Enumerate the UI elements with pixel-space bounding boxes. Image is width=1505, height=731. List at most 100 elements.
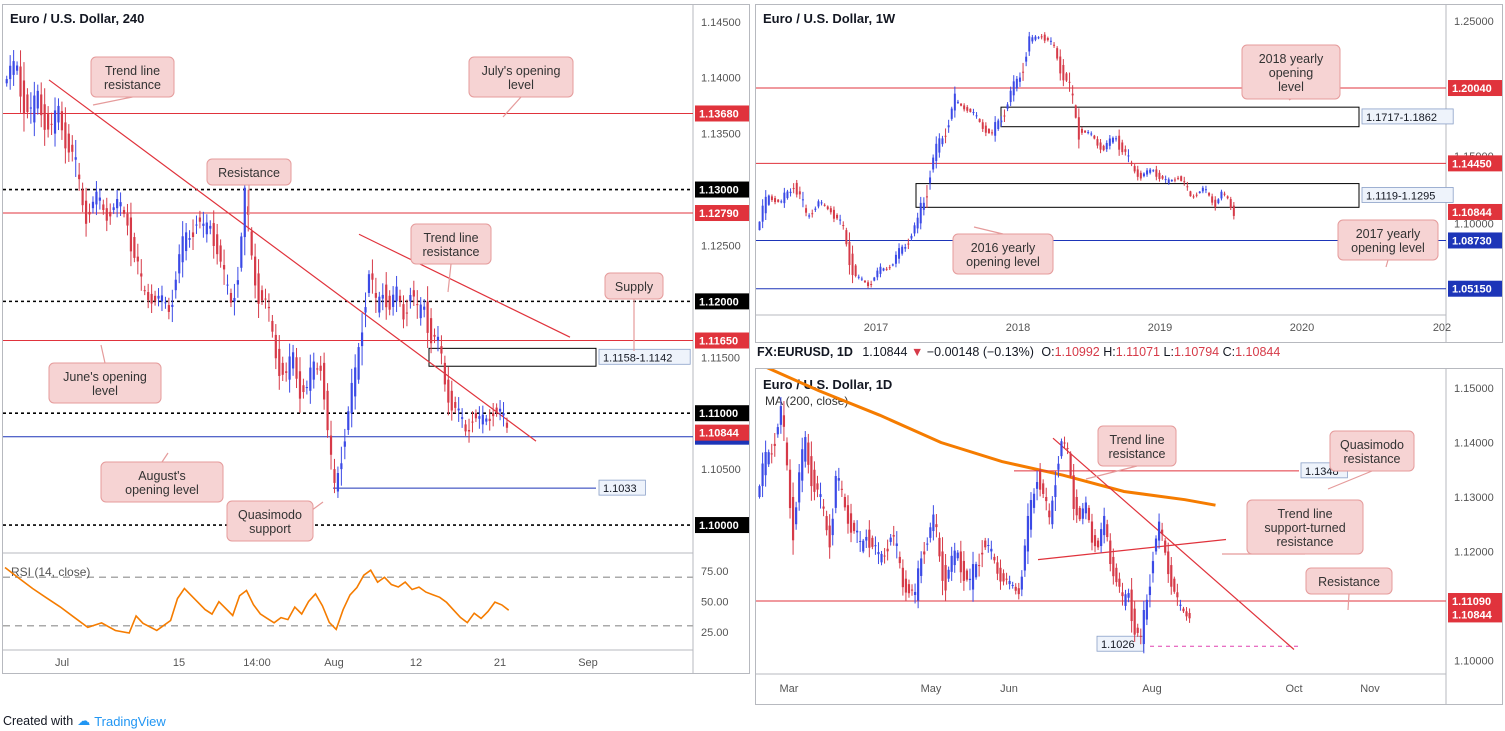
- w-candle: [1121, 142, 1124, 153]
- d-candle: [926, 543, 929, 545]
- w-callout-2017-opening: opening level: [1351, 241, 1425, 255]
- w-candle: [1090, 133, 1093, 135]
- h4-level-tag: 1.12790: [699, 208, 739, 220]
- h4-xtick: 14:00: [243, 657, 271, 669]
- h4-candle: [91, 201, 95, 209]
- h4-callout-trendline-resistance-2: resistance: [423, 245, 480, 259]
- d-candle: [913, 591, 917, 596]
- d-callout-trendline-resistance-box: [1097, 425, 1177, 467]
- h4-candle: [147, 292, 150, 300]
- h4-candle: [202, 223, 205, 226]
- w-candle: [966, 107, 969, 111]
- h4-candle: [88, 211, 91, 215]
- w-candle: [947, 125, 950, 128]
- h4-candle: [143, 290, 146, 292]
- d-candle: [920, 558, 923, 576]
- h4-candle: [498, 408, 502, 412]
- h4-callout-trendline-resistance-2: Trend line: [423, 231, 478, 245]
- w-level-tag-bg: [1448, 232, 1502, 249]
- tradingview-logo-icon[interactable]: ☁: [77, 713, 91, 728]
- w-candle: [991, 132, 994, 134]
- h4-candle: [333, 469, 336, 483]
- h4-candle: [60, 111, 64, 131]
- h4-callout-supply: Supply: [615, 280, 654, 294]
- w-callout-2018-opening-box: [1241, 44, 1341, 100]
- w-candle: [1062, 64, 1065, 81]
- w-zone-label-bg: [1361, 108, 1454, 125]
- d-xtick: Aug: [1142, 683, 1162, 695]
- w-candle: [764, 196, 767, 214]
- tradingview-brand[interactable]: TradingView: [94, 713, 166, 729]
- h4-callout-trendline-resistance: Trend line: [105, 64, 160, 78]
- h4-candle: [129, 217, 133, 252]
- h4-candle: [140, 273, 143, 277]
- d-candle: [1161, 529, 1164, 535]
- w-callout-2016-opening: opening level: [966, 255, 1040, 269]
- d-callout-quasimodo-resistance: Quasimodo: [1340, 438, 1404, 452]
- w-candle: [960, 103, 963, 106]
- weekly-chart-panel[interactable]: Euro / U.S. Dollar, 1W 1.250001.200001.1…: [755, 4, 1503, 343]
- w-callout-2016-opening: 2016 yearly: [971, 241, 1036, 255]
- h4-marker-label-bg: [598, 479, 646, 496]
- h4-candle: [95, 191, 98, 205]
- w-candle: [1223, 193, 1226, 195]
- d-candle: [1145, 599, 1148, 620]
- h4-xtick: Jul: [55, 657, 69, 669]
- h4-candle: [298, 371, 302, 399]
- w-xtick: 2019: [1148, 322, 1172, 334]
- d-candle: [1185, 611, 1188, 617]
- created-with-label: Created with: [3, 714, 74, 728]
- h4-callout-july-opening: level: [508, 78, 534, 92]
- d-candle: [1060, 441, 1063, 457]
- h4-chart-canvas[interactable]: 1.14500 1.14000 1.13500 1.13000 1.12500 1.120…: [3, 5, 749, 673]
- d-candle: [1118, 578, 1121, 587]
- h4-candle: [440, 346, 443, 354]
- w-candle: [867, 282, 870, 287]
- h4-candle: [219, 245, 222, 262]
- w-current-tag: 1.10844: [1452, 207, 1493, 219]
- d-candle: [938, 537, 941, 557]
- h4-candle: [409, 295, 412, 302]
- w-candle: [953, 93, 956, 111]
- daily-chart-panel[interactable]: Euro / U.S. Dollar, 1D MA (200, close) 1…: [755, 368, 1503, 705]
- h4-candle: [150, 293, 153, 304]
- w-callout-2016-opening-box: [952, 233, 1054, 275]
- daily-chart-canvas[interactable]: 1.150001.140001.130001.120001.110001.100…: [756, 369, 1502, 704]
- d-candle: [1109, 540, 1112, 565]
- w-candle: [1186, 186, 1189, 188]
- h4-candle: [136, 256, 139, 262]
- d-candle: [819, 494, 822, 497]
- w-candle: [1183, 181, 1186, 183]
- h4-candle: [198, 217, 202, 222]
- h4-current-tag: 1.10844: [699, 428, 740, 440]
- w-callout-2017-opening-pointer: [1385, 259, 1389, 268]
- w-callout-2017-opening-box: [1337, 219, 1439, 261]
- rsi-line: [4, 566, 510, 634]
- w-candle: [916, 217, 919, 229]
- w-candle: [1087, 132, 1090, 134]
- w-candle: [789, 191, 792, 194]
- h4-candle: [212, 223, 215, 246]
- w-candle: [1099, 142, 1102, 150]
- h4-candle: [302, 385, 305, 393]
- h4-candle: [416, 304, 419, 306]
- d-candle: [770, 453, 773, 455]
- h4-trendline: [48, 79, 537, 442]
- d-candle: [1142, 610, 1145, 645]
- d-current-tag-bg: [1448, 606, 1502, 623]
- h4-candle: [454, 402, 457, 408]
- h4-candle: [167, 305, 170, 312]
- h4-callout-august-opening: opening level: [125, 483, 199, 497]
- w-candle: [1124, 149, 1127, 152]
- h4-candle: [492, 413, 495, 417]
- h4-callout-trendline-resistance-2-pointer: [447, 263, 452, 293]
- weekly-chart-canvas[interactable]: 1.250001.200001.150001.100001.0500020172…: [756, 5, 1502, 342]
- h4-callout-quasimodo-support-box: [226, 500, 314, 542]
- d-candle: [1026, 515, 1030, 552]
- w-candle: [1201, 187, 1204, 192]
- d-candle: [804, 437, 807, 462]
- low-label: L:: [1163, 345, 1174, 359]
- d-candle: [761, 463, 764, 487]
- w-candle: [888, 267, 891, 269]
- h4-chart-panel[interactable]: Euro / U.S. Dollar, 240 1.14500 1.14000 1.…: [2, 4, 750, 674]
